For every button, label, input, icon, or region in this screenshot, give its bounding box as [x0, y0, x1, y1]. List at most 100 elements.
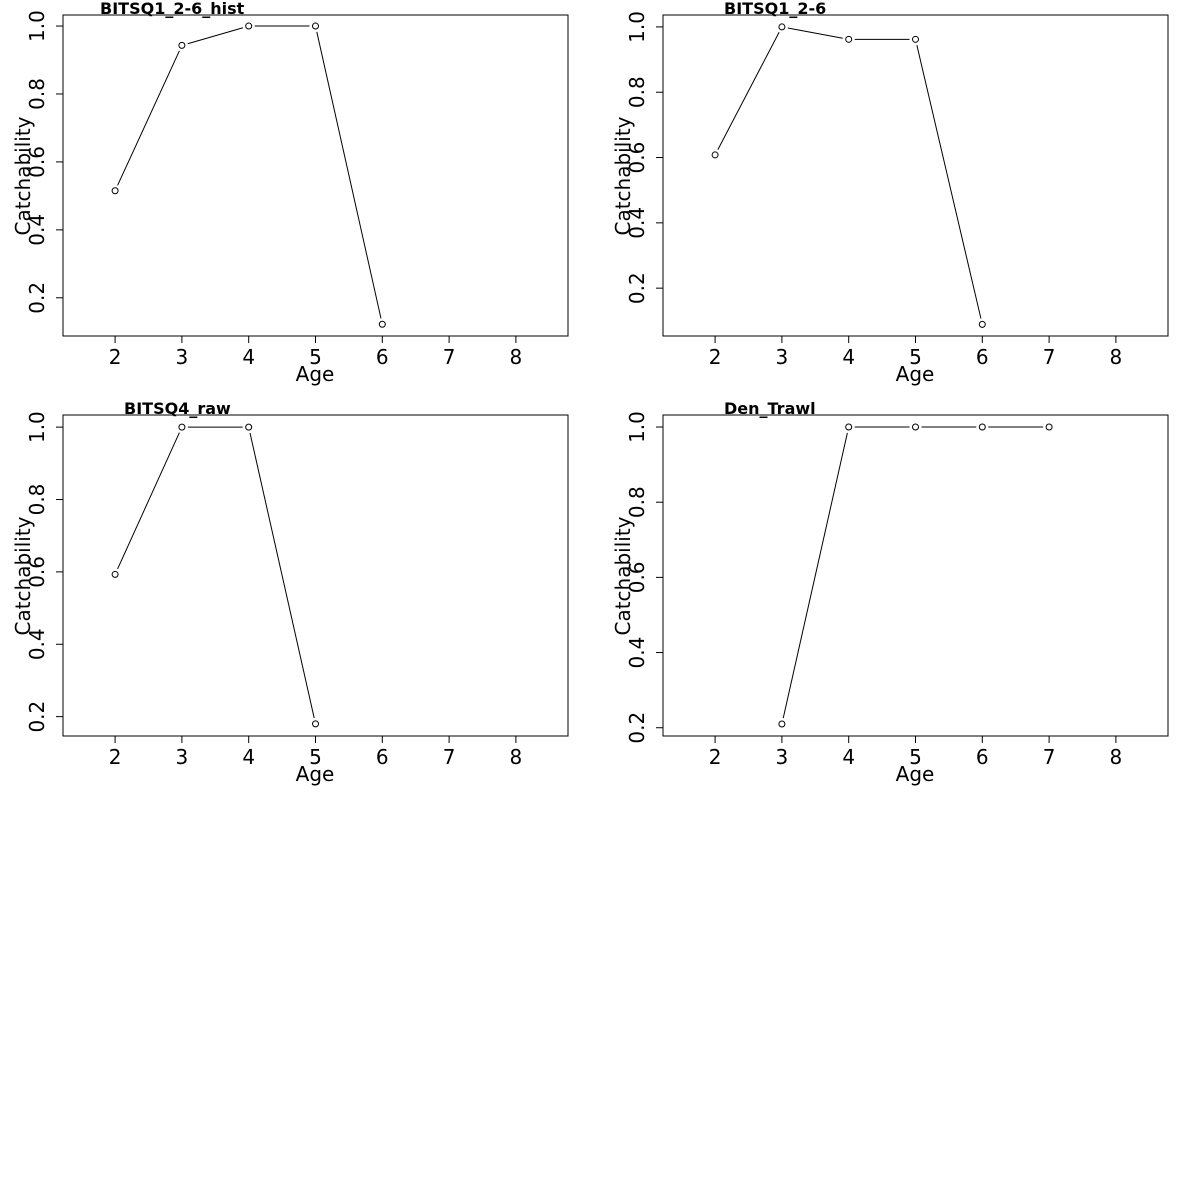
data-point: [1045, 423, 1053, 431]
series-line-segment: [782, 432, 848, 719]
series-line-segment: [187, 27, 244, 45]
y-axis-label: Catchability: [11, 516, 35, 635]
series-line-segment: [117, 50, 180, 186]
y-tick-label: 0.6: [25, 146, 49, 178]
y-tick-label: 1.0: [25, 10, 49, 42]
y-tick-label: 0.8: [625, 486, 649, 518]
x-tick-label: 6: [976, 745, 989, 769]
plot-frame: [62, 14, 569, 337]
x-axis-label: Age: [896, 762, 935, 786]
chart-panel-1: BITSQ1_2-6_hist Age Catchability 2 3 4 5 6 7 8…: [11, 0, 569, 386]
x-tick-label: 7: [443, 745, 456, 769]
x-axis-ticks: 2 3 4 5 6 7 8: [709, 736, 1123, 769]
x-tick-label: 5: [909, 745, 922, 769]
y-axis-ticks: 0.2 0.4 0.6 0.8 1.0: [25, 411, 63, 733]
x-tick-label: 3: [176, 745, 189, 769]
y-tick-label: 0.4: [25, 214, 49, 246]
series-marks: [711, 23, 986, 328]
x-tick-label: 7: [1043, 745, 1056, 769]
y-axis-label: Catchability: [11, 116, 35, 235]
data-point: [845, 35, 853, 43]
plot-frame: [662, 414, 1169, 737]
x-tick-label: 4: [842, 345, 855, 369]
y-tick-label: 0.2: [25, 701, 49, 733]
series-line-segment: [316, 31, 382, 319]
x-axis-label: Age: [296, 362, 335, 386]
y-tick-label: 1.0: [25, 411, 49, 443]
panel-title: BITSQ1_2-6_hist: [100, 0, 245, 18]
x-tick-label: 7: [1043, 345, 1056, 369]
data-point: [711, 151, 719, 159]
y-tick-label: 0.6: [25, 556, 49, 588]
x-tick-label: 2: [109, 345, 122, 369]
x-tick-label: 8: [510, 345, 523, 369]
data-point: [245, 22, 253, 30]
data-point: [978, 320, 986, 328]
panel-title: BITSQ4_raw: [124, 399, 231, 418]
data-point: [912, 35, 919, 43]
series-line-segment: [916, 45, 982, 319]
y-axis-label: Catchability: [611, 516, 635, 635]
x-tick-label: 2: [709, 345, 722, 369]
data-point: [245, 423, 253, 431]
x-tick-label: 8: [1110, 745, 1123, 769]
y-tick-label: 0.2: [25, 282, 49, 314]
x-tick-label: 6: [376, 745, 389, 769]
y-axis-label: Catchability: [611, 116, 635, 235]
y-tick-label: 1.0: [625, 411, 649, 443]
series-marks: [111, 423, 319, 728]
y-tick-label: 0.8: [25, 484, 49, 516]
x-tick-label: 3: [776, 345, 789, 369]
x-tick-label: 3: [176, 345, 189, 369]
y-tick-label: 1.0: [625, 11, 649, 43]
x-tick-label: 8: [1110, 345, 1123, 369]
x-tick-label: 4: [842, 745, 855, 769]
series-line-segment: [249, 432, 315, 719]
panel-title: Den_Trawl: [724, 399, 816, 418]
series-marks: [778, 423, 1053, 728]
y-tick-label: 0.4: [625, 207, 649, 239]
x-tick-label: 6: [976, 345, 989, 369]
data-point: [378, 320, 386, 328]
data-point: [778, 720, 786, 728]
x-tick-label: 5: [909, 345, 922, 369]
series-marks: [111, 22, 386, 328]
x-axis-ticks: 2 3 4 5 6 7 8: [109, 336, 523, 369]
data-point: [111, 187, 119, 195]
data-point: [312, 720, 319, 728]
y-axis-ticks: 0.2 0.4 0.6 0.8 1.0: [25, 10, 63, 314]
y-tick-label: 0.6: [625, 142, 649, 174]
x-tick-label: 4: [242, 345, 255, 369]
series-line-segment: [117, 432, 180, 570]
data-point: [178, 41, 186, 49]
x-tick-label: 3: [776, 745, 789, 769]
x-axis-ticks: 2 3 4 5 6 7 8: [709, 336, 1123, 369]
y-tick-label: 0.8: [625, 76, 649, 108]
data-point: [778, 23, 786, 31]
x-axis-ticks: 2 3 4 5 6 7 8: [109, 736, 522, 769]
x-tick-label: 5: [309, 745, 322, 769]
x-tick-label: 6: [376, 345, 389, 369]
x-tick-label: 5: [309, 345, 322, 369]
data-point: [978, 423, 986, 431]
x-axis-label: Age: [296, 762, 335, 786]
y-tick-label: 0.2: [625, 712, 649, 744]
x-axis-label: Age: [896, 362, 935, 386]
plot-frame: [662, 14, 1169, 337]
x-tick-label: 2: [109, 745, 122, 769]
data-point: [845, 423, 853, 431]
y-tick-label: 0.8: [25, 78, 49, 110]
y-axis-ticks: 0.2 0.4 0.6 0.8 1.0: [625, 11, 663, 304]
plot-frame: [62, 414, 569, 737]
y-axis-ticks: 0.2 0.4 0.6 0.8 1.0: [625, 411, 663, 744]
x-tick-label: 4: [242, 745, 255, 769]
x-tick-label: 2: [709, 745, 722, 769]
y-tick-label: 0.2: [625, 272, 649, 304]
x-tick-label: 7: [443, 345, 456, 369]
data-point: [111, 570, 119, 578]
data-point: [312, 22, 319, 30]
data-point: [912, 423, 919, 431]
